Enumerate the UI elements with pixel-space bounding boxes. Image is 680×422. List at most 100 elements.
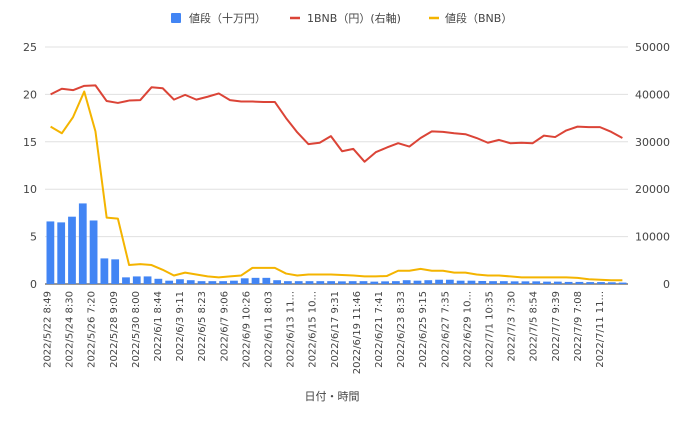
bar [521,281,530,284]
bar [359,281,368,284]
line-bnb-price [50,90,623,282]
left-axis-ticks: 0 5 10 15 20 25 [23,41,37,291]
bar [391,281,400,284]
line-jpy-price [50,84,623,163]
right-axis-ticks: 0 10000 20000 30000 40000 50000 [635,41,670,291]
x-tick-label: 2022/6/15 10... [308,291,319,368]
bar [348,281,357,284]
right-tick-label: 10000 [635,231,670,244]
bar [413,280,422,284]
x-tick-label: 2022/7/1 10:35 [485,291,496,368]
gridlines [45,46,628,285]
x-tick-label: 2022/6/23 8:33 [396,291,407,368]
right-tick-label: 0 [663,278,670,291]
bar [597,282,605,284]
x-tick-label: 2022/6/9 10:26 [241,291,252,368]
left-tick-label: 5 [30,231,37,244]
bar [435,279,443,284]
bar [284,281,292,284]
bar [132,276,141,284]
legend-item-bnb-line[interactable]: 値段（BNB） [429,11,512,25]
x-tick-label: 2022/7/11 11... [595,291,606,368]
bar [489,281,497,284]
left-tick-label: 20 [23,88,37,101]
left-tick-label: 10 [23,183,37,196]
bar [143,276,152,284]
x-tick-label: 2022/6/3 9:11 [175,291,186,362]
x-tick-label: 2022/6/29 10... [462,291,473,368]
bar [543,281,551,284]
x-tick-label: 2022/6/17 9:31 [330,291,341,368]
bar [197,281,206,284]
bar [219,281,228,284]
bar [467,280,476,284]
bar [618,282,627,284]
bar [122,277,130,284]
x-tick-label: 2022/7/9 7:08 [573,291,584,362]
legend-label-jpy-line: 1BNB（円）(右軸) [307,11,401,25]
bar [445,279,454,284]
bar [100,258,109,284]
right-tick-label: 30000 [635,136,670,149]
bar [586,282,595,284]
x-tick-label: 2022/6/19 11:46 [352,291,363,374]
bar [456,280,465,284]
bar [316,281,325,284]
x-axis-ticks: 2022/5/22 8:49 2022/5/24 8:30 2022/5/26 7:… [43,291,607,374]
bar [305,281,314,284]
bar [294,281,303,284]
x-tick-label: 2022/6/1 8:44 [153,291,164,362]
x-tick-label: 2022/6/25 9:15 [418,291,429,368]
x-tick-label: 2022/5/24 8:30 [65,291,76,368]
bar [186,280,195,284]
bar [208,281,217,284]
bar [381,281,389,284]
right-tick-label: 40000 [635,88,670,101]
bar [46,221,55,284]
bar [262,277,271,284]
bar [564,281,573,284]
bar [510,281,519,284]
right-tick-label: 20000 [635,183,670,196]
x-tick-label: 2022/7/7 9:39 [551,291,562,362]
bar [338,281,346,284]
x-tick-label: 2022/7/5 8:54 [529,291,540,362]
legend: 値段（十万円） 1BNB（円）(右軸) 値段（BNB） [171,11,512,25]
legend-item-bar[interactable]: 値段（十万円） [171,11,266,25]
legend-item-jpy-line[interactable]: 1BNB（円）(右軸) [290,11,401,25]
right-tick-label: 50000 [635,41,670,54]
bar [532,281,541,284]
x-tick-label: 2022/6/27 7:35 [440,291,451,368]
x-axis-title: 日付・時間 [305,390,360,403]
bar [240,278,249,284]
bar [607,282,616,284]
bar [165,280,174,284]
bar [370,281,379,284]
x-tick-label: 2022/7/3 7:30 [507,291,518,362]
bar [251,277,260,284]
bar [273,280,281,284]
bar [424,280,433,284]
bar [89,220,98,284]
x-tick-label: 2022/5/26 7:20 [87,291,98,368]
bar [57,222,66,284]
bar [553,281,562,284]
x-tick-label: 2022/5/22 8:49 [43,291,54,368]
bar [575,281,584,284]
bar [78,203,87,284]
x-tick-label: 2022/6/13 11... [286,291,297,368]
x-tick-label: 2022/5/28 9:09 [109,291,120,368]
legend-label-bar: 値段（十万円） [189,11,266,25]
bar [176,279,184,284]
bar [499,281,508,284]
bar [478,280,487,284]
bar [154,278,163,284]
bar-series [46,203,627,284]
x-tick-label: 2022/6/5 8:23 [197,291,208,362]
legend-label-bnb-line: 値段（BNB） [445,11,512,25]
x-tick-label: 2022/5/30 8:00 [131,291,142,368]
bar [327,281,335,284]
x-tick-label: 2022/6/7 9:06 [219,291,230,362]
left-tick-label: 15 [23,136,37,149]
